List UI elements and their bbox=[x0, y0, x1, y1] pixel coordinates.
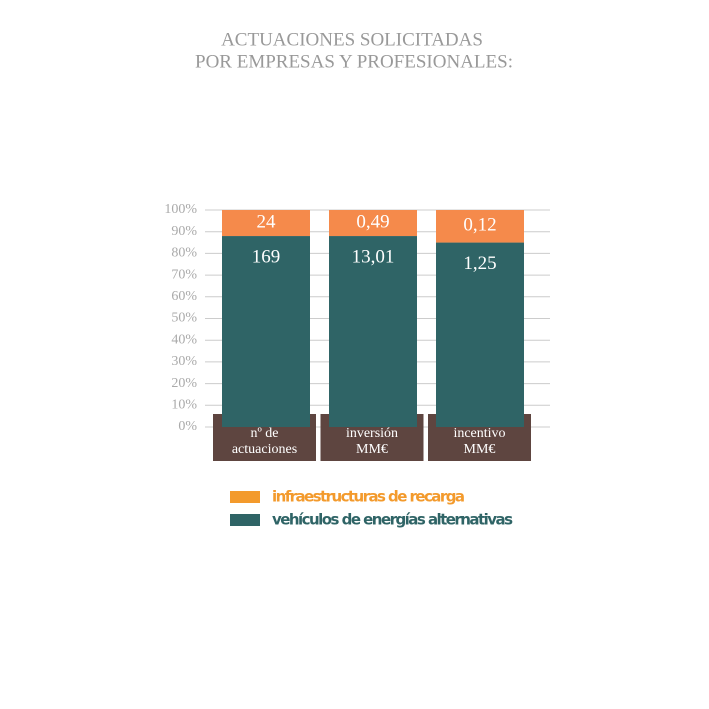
data-label: 0,49 bbox=[356, 211, 389, 232]
bar-segment bbox=[436, 210, 524, 243]
bar-segment bbox=[329, 210, 417, 237]
data-label: 13,01 bbox=[352, 246, 395, 267]
y-tick-label: 50% bbox=[171, 311, 197, 326]
data-label: 1,25 bbox=[463, 253, 496, 274]
y-tick-label: 10% bbox=[171, 398, 197, 413]
y-tick-label: 90% bbox=[171, 224, 197, 239]
y-tick-label: 70% bbox=[171, 267, 197, 282]
y-tick-label: 0% bbox=[178, 419, 197, 434]
legend-swatch bbox=[230, 491, 260, 503]
y-tick-label: 30% bbox=[171, 354, 197, 369]
legend-swatch bbox=[230, 514, 260, 526]
legend-label: vehículos de energías alternativas bbox=[272, 511, 513, 529]
bar-segment bbox=[222, 236, 310, 427]
y-tick-label: 100% bbox=[164, 202, 197, 217]
x-tick-label: nº de actuaciones bbox=[231, 426, 298, 457]
data-label: 0,12 bbox=[463, 215, 496, 236]
x-tick-label: incentivo MM€ bbox=[453, 426, 506, 457]
bar-segment bbox=[222, 210, 310, 237]
chart-title: POR EMPRESAS Y PROFESIONALES: bbox=[195, 51, 513, 72]
y-tick-label: 80% bbox=[171, 246, 197, 261]
data-label: 24 bbox=[257, 211, 277, 232]
chart-title: ACTUACIONES SOLICITADAS bbox=[221, 29, 483, 50]
legend-label: infraestructuras de recarga bbox=[272, 488, 465, 506]
y-tick-label: 60% bbox=[171, 289, 197, 304]
bar-segment bbox=[436, 242, 524, 427]
x-tick-label: inversión MM€ bbox=[345, 426, 399, 457]
y-tick-label: 20% bbox=[171, 376, 197, 391]
y-tick-label: 40% bbox=[171, 332, 197, 347]
bar-segment bbox=[329, 236, 417, 427]
data-label: 169 bbox=[252, 246, 281, 267]
